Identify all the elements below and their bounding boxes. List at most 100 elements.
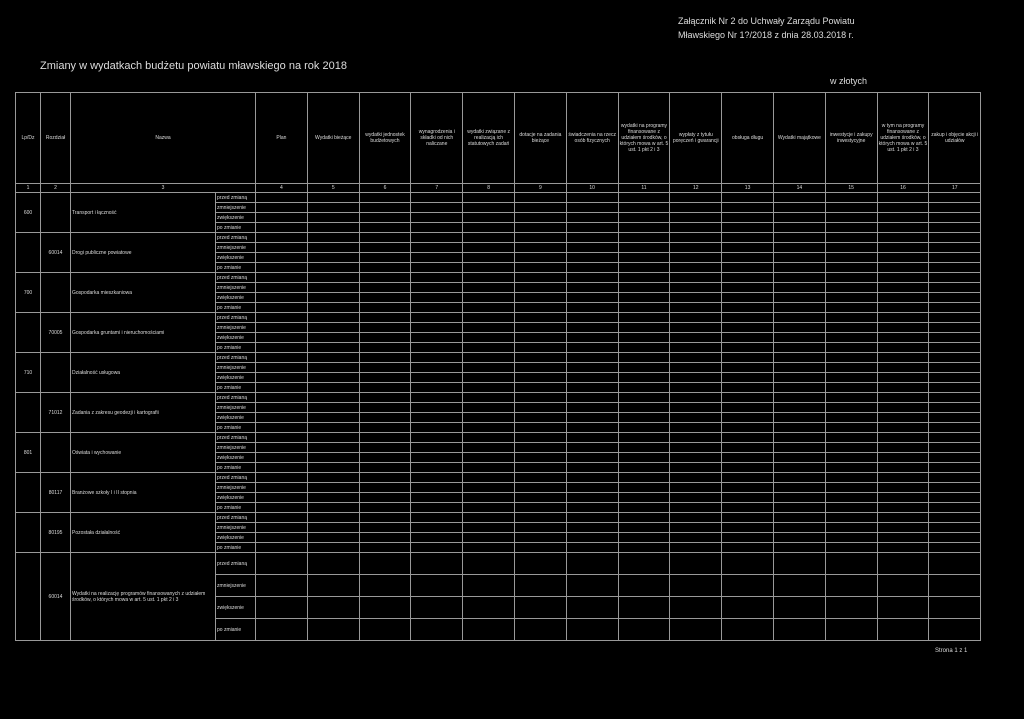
column-header: Nazwa bbox=[69, 92, 257, 184]
cell bbox=[462, 442, 515, 453]
cell bbox=[565, 282, 619, 293]
cell bbox=[462, 502, 515, 513]
cell bbox=[514, 202, 567, 213]
header-row: Lp/Dz Rozdział Nazwa Plan Wydatki bieżące wyd… bbox=[15, 92, 982, 184]
column-header: Lp/Dz bbox=[15, 92, 41, 184]
cell bbox=[410, 272, 464, 283]
cell bbox=[876, 382, 930, 393]
row-label: po zmianie bbox=[214, 462, 257, 473]
cell bbox=[824, 302, 878, 313]
cell bbox=[358, 482, 412, 493]
cell bbox=[721, 618, 774, 641]
cell bbox=[824, 502, 878, 513]
cell bbox=[928, 332, 982, 343]
cell bbox=[410, 202, 464, 213]
cell bbox=[358, 522, 412, 533]
cell bbox=[410, 352, 464, 363]
cell bbox=[358, 382, 412, 393]
cell bbox=[514, 232, 567, 243]
cell bbox=[928, 542, 982, 553]
section-name: Wydatki na realizację programów finansow… bbox=[70, 552, 216, 641]
cell bbox=[669, 362, 723, 373]
cell bbox=[772, 502, 826, 513]
cell bbox=[876, 342, 930, 353]
section-code bbox=[15, 512, 41, 553]
cell bbox=[514, 512, 567, 523]
cell bbox=[462, 412, 515, 423]
cell bbox=[306, 272, 360, 283]
cell bbox=[824, 492, 878, 503]
cell bbox=[721, 532, 774, 543]
cell bbox=[255, 392, 308, 403]
column-header: Wydatki bieżące bbox=[306, 92, 360, 184]
cell bbox=[358, 262, 412, 273]
cell bbox=[772, 412, 826, 423]
row-label: zmniejszenie bbox=[214, 442, 257, 453]
cell bbox=[358, 322, 412, 333]
cell bbox=[617, 212, 671, 223]
cell bbox=[306, 192, 360, 203]
cell bbox=[462, 342, 515, 353]
cell bbox=[928, 392, 982, 403]
cell bbox=[462, 392, 515, 403]
cell bbox=[514, 262, 567, 273]
cell bbox=[876, 192, 930, 203]
cell bbox=[876, 302, 930, 313]
cell bbox=[514, 422, 567, 433]
cell bbox=[928, 322, 982, 333]
cell bbox=[721, 442, 774, 453]
cell bbox=[410, 402, 464, 413]
cell bbox=[306, 412, 360, 423]
section-name: Pozostała działalność bbox=[70, 512, 216, 553]
cell bbox=[772, 332, 826, 343]
cell bbox=[772, 442, 826, 453]
cell bbox=[824, 482, 878, 493]
cell bbox=[928, 222, 982, 233]
cell bbox=[824, 574, 878, 597]
cell bbox=[669, 552, 723, 575]
cell bbox=[358, 462, 412, 473]
cell bbox=[824, 212, 878, 223]
row-label: po zmianie bbox=[214, 422, 257, 433]
cell bbox=[772, 472, 826, 483]
cell bbox=[565, 492, 619, 503]
cell bbox=[410, 502, 464, 513]
cell bbox=[410, 522, 464, 533]
cell bbox=[617, 412, 671, 423]
cell bbox=[876, 596, 930, 619]
cell bbox=[410, 232, 464, 243]
cell bbox=[928, 252, 982, 263]
cell bbox=[358, 372, 412, 383]
column-number: 5 bbox=[306, 183, 360, 193]
cell bbox=[358, 332, 412, 343]
cell bbox=[721, 452, 774, 463]
cell bbox=[358, 412, 412, 423]
cell bbox=[410, 192, 464, 203]
cell bbox=[565, 342, 619, 353]
section-name: Oświata i wychowanie bbox=[70, 432, 216, 473]
cell bbox=[824, 532, 878, 543]
cell bbox=[617, 552, 671, 575]
cell bbox=[876, 574, 930, 597]
row-label: zmniejszenie bbox=[214, 402, 257, 413]
cell bbox=[617, 542, 671, 553]
cell bbox=[876, 352, 930, 363]
section-name: Branżowe szkoły I i II stopnia bbox=[70, 472, 216, 513]
cell bbox=[928, 272, 982, 283]
cell bbox=[410, 262, 464, 273]
cell bbox=[876, 222, 930, 233]
cell bbox=[669, 352, 723, 363]
cell bbox=[358, 362, 412, 373]
cell bbox=[306, 252, 360, 263]
cell bbox=[928, 372, 982, 383]
cell bbox=[410, 482, 464, 493]
row-label: zwiększenie bbox=[214, 372, 257, 383]
cell bbox=[358, 252, 412, 263]
column-number: 2 bbox=[40, 183, 71, 193]
cell bbox=[255, 502, 308, 513]
cell bbox=[876, 462, 930, 473]
cell bbox=[358, 472, 412, 483]
cell bbox=[928, 618, 982, 641]
cell bbox=[824, 252, 878, 263]
cell bbox=[462, 532, 515, 543]
